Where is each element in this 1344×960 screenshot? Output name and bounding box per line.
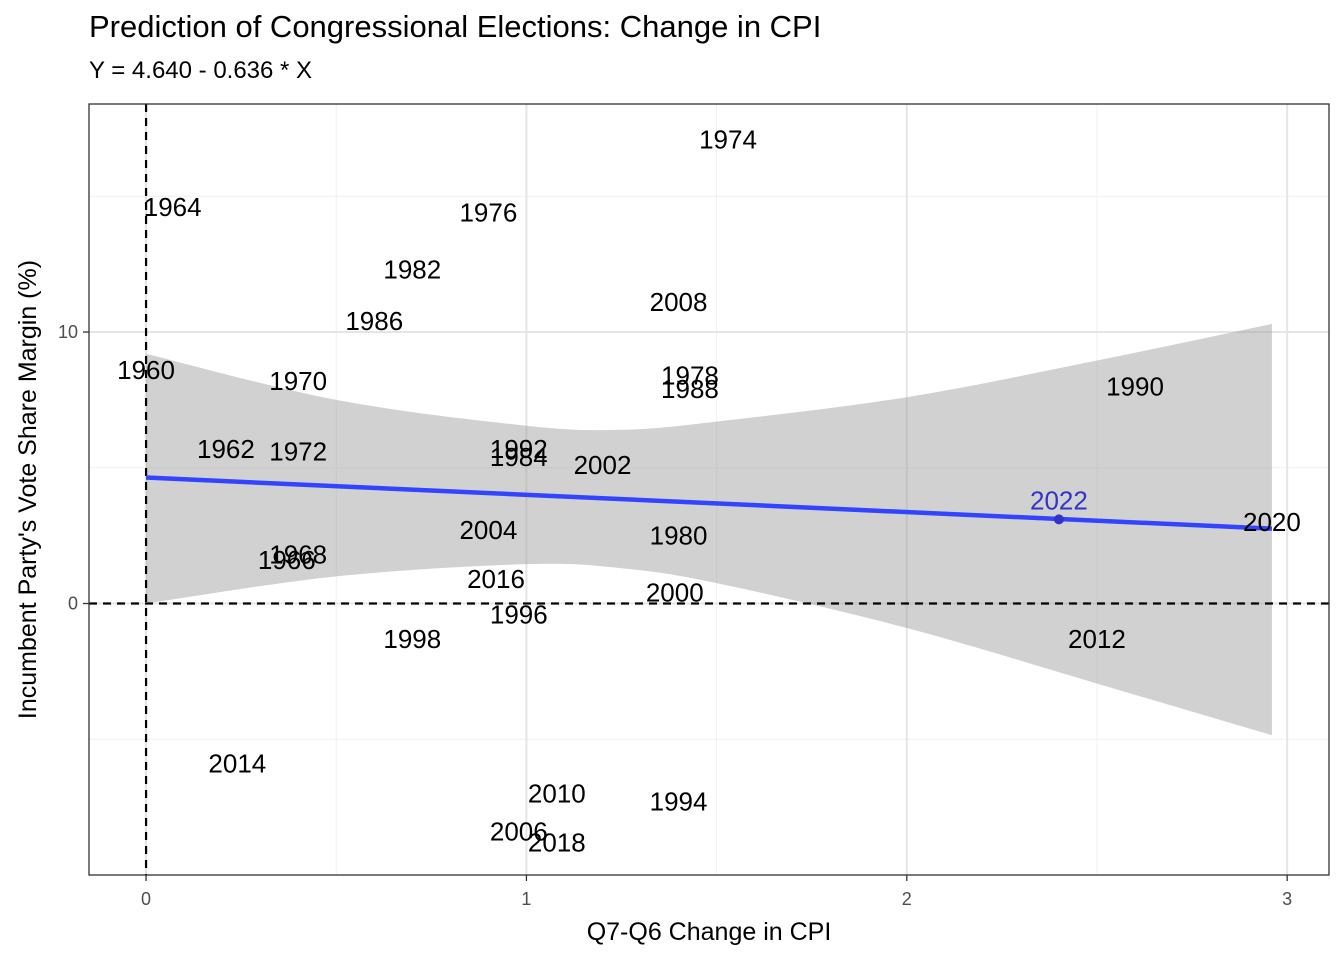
- point-label-1994: 1994: [650, 787, 708, 817]
- point-label-1976: 1976: [459, 198, 517, 228]
- point-label-1970: 1970: [269, 366, 327, 396]
- x-tick-label: 3: [1282, 889, 1292, 909]
- point-label-2020: 2020: [1243, 507, 1301, 537]
- x-tick-label: 2: [902, 889, 912, 909]
- point-label-2012: 2012: [1068, 624, 1126, 654]
- y-tick-label: 0: [68, 594, 78, 614]
- x-axis-title: Q7-Q6 Change in CPI: [587, 918, 832, 946]
- point-label-1984: 1984: [490, 442, 548, 472]
- x-tick-label: 0: [141, 889, 151, 909]
- point-label-1996: 1996: [490, 599, 548, 629]
- point-label-1966: 1966: [258, 545, 316, 575]
- x-tick-label: 1: [521, 889, 531, 909]
- chart-title: Prediction of Congressional Elections: C…: [89, 9, 822, 44]
- point-label-1962: 1962: [197, 434, 255, 464]
- point-label-1960: 1960: [117, 355, 175, 385]
- point-label-1990: 1990: [1106, 371, 1164, 401]
- confidence-band: [146, 323, 1272, 736]
- point-label-1986: 1986: [345, 306, 403, 336]
- regression-line: [145, 475, 1273, 531]
- point-label-2018: 2018: [528, 827, 586, 857]
- point-label-1972: 1972: [269, 436, 327, 466]
- reference-lines: [89, 104, 1329, 875]
- point-label-1992: 1992: [490, 434, 548, 464]
- point-label-2000: 2000: [646, 578, 704, 608]
- point-label-1968: 1968: [269, 540, 327, 570]
- point-label-2010: 2010: [528, 779, 586, 809]
- point-label-1964: 1964: [144, 192, 202, 222]
- point-label-2002: 2002: [574, 450, 632, 480]
- y-axis-title: Incumbent Party's Vote Share Margin (%): [14, 260, 42, 719]
- point-label-2014: 2014: [208, 749, 266, 779]
- point-label-1998: 1998: [383, 624, 441, 654]
- point-label-1980: 1980: [650, 521, 708, 551]
- plot-panel-border: [88, 103, 1330, 876]
- point-label-2008: 2008: [650, 287, 708, 317]
- point-label-1988: 1988: [661, 374, 719, 404]
- point-label-1974: 1974: [699, 124, 757, 154]
- point-label-2016: 2016: [467, 564, 525, 594]
- highlight-point: [1053, 514, 1064, 525]
- y-tick-label: 10: [58, 322, 78, 342]
- point-label-2006: 2006: [490, 817, 548, 847]
- point-label-1978: 1978: [661, 360, 719, 390]
- point-label-1982: 1982: [383, 255, 441, 285]
- confidence-band-area: [146, 323, 1272, 736]
- point-label-2022: 2022: [1030, 485, 1088, 515]
- regression-line-group: [145, 475, 1273, 531]
- chart-subtitle: Y = 4.640 - 0.636 * X: [89, 57, 313, 84]
- point-label-2004: 2004: [459, 515, 517, 545]
- axes: 0 1 2 3 0 10: [58, 322, 1292, 909]
